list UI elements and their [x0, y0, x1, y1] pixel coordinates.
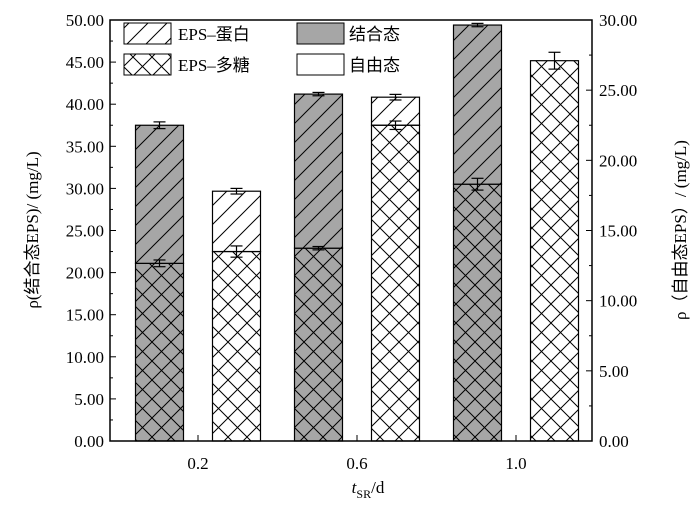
legend-swatch-polysaccharide — [123, 53, 172, 76]
x-axis-title-subscript: SR — [356, 487, 371, 501]
bar-free-polysaccharide — [529, 60, 580, 442]
legend: EPS–蛋白 结合态 EPS–多糖 自由态 — [123, 22, 400, 76]
x-axis-title-unit: /d — [371, 478, 385, 497]
left-axis-tick-label: 15.00 — [66, 306, 104, 325]
bar-free-polysaccharide — [370, 124, 421, 442]
bar-bound-protein — [134, 124, 185, 264]
left-axis-tick-label: 35.00 — [66, 137, 104, 156]
left-axis-tick-label: 30.00 — [66, 179, 104, 198]
x-axis-tick-label: 0.2 — [187, 454, 208, 473]
x-axis-ticks: 0.2 0.6 1.0 — [187, 435, 527, 473]
y-axis-title-left: ρ(结合态EPS)/ (mg/L) — [23, 151, 42, 308]
left-axis-tick-label: 50.00 — [66, 11, 104, 30]
right-axis-tick-label: 15.00 — [599, 222, 637, 241]
right-axis-tick-label: 20.00 — [599, 151, 637, 170]
bar-bound-protein — [452, 24, 503, 185]
left-axis-tick-label: 25.00 — [66, 222, 104, 241]
legend-label-free: 自由态 — [349, 56, 400, 75]
x-axis-tick-label: 0.6 — [346, 454, 367, 473]
left-axis-tick-label: 10.00 — [66, 348, 104, 367]
right-axis-ticks: 0.00 5.00 10.00 15.00 20.00 25.00 30.00 — [586, 11, 637, 451]
x-axis-title: tSR/d — [352, 478, 385, 501]
x-axis-title-var: t — [352, 478, 358, 497]
bar-bound-polysaccharide — [293, 247, 344, 442]
right-axis-tick-label: 25.00 — [599, 81, 637, 100]
right-axis-tick-label: 5.00 — [599, 362, 629, 381]
left-axis-tick-label: 40.00 — [66, 95, 104, 114]
bar-free-protein — [211, 190, 262, 253]
y-axis-title-right: ρ（自由态EPS）/ (mg/L) — [671, 140, 690, 320]
legend-label-bound: 结合态 — [349, 25, 400, 44]
left-axis-tick-label: 5.00 — [74, 390, 104, 409]
legend-swatch-bound — [296, 22, 345, 45]
legend-label-polysaccharide: EPS–多糖 — [178, 56, 250, 75]
legend-swatch-protein — [123, 22, 172, 45]
bar-free-polysaccharide — [211, 250, 262, 442]
error-bars-layer — [153, 22, 561, 268]
legend-label-protein: EPS–蛋白 — [178, 25, 250, 44]
right-axis-tick-label: 10.00 — [599, 292, 637, 311]
left-axis-ticks: 0.00 5.00 10.00 15.00 20.00 25.00 30.00 35.00 40… — [66, 11, 116, 451]
bar-bound-polysaccharide — [134, 262, 185, 442]
bar-bound-polysaccharide — [452, 183, 503, 442]
right-axis-tick-label: 30.00 — [599, 11, 637, 30]
left-axis-tick-label: 0.00 — [74, 432, 104, 451]
left-axis-tick-label: 20.00 — [66, 264, 104, 283]
bar-bound-protein — [293, 93, 344, 249]
x-axis-tick-label: 1.0 — [505, 454, 526, 473]
left-axis-tick-label: 45.00 — [66, 53, 104, 72]
bars-layer — [134, 24, 580, 442]
right-axis-tick-label: 0.00 — [599, 432, 629, 451]
legend-swatch-free — [296, 53, 345, 76]
